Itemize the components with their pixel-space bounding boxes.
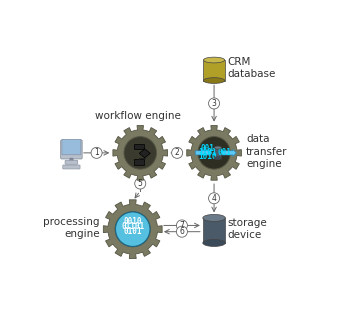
Ellipse shape [203,240,225,246]
Polygon shape [203,60,225,81]
Polygon shape [134,159,144,165]
Text: 0010: 0010 [123,217,142,226]
Text: 0101: 0101 [123,227,142,236]
Circle shape [115,212,150,247]
Text: 1101: 1101 [198,148,216,157]
Circle shape [176,220,187,231]
Circle shape [135,178,146,189]
Circle shape [209,193,220,204]
FancyBboxPatch shape [65,160,78,164]
FancyBboxPatch shape [61,140,82,159]
Polygon shape [214,148,221,158]
Ellipse shape [214,146,221,149]
Text: 4: 4 [212,194,216,203]
Text: workflow engine: workflow engine [95,111,181,121]
Ellipse shape [203,214,225,221]
FancyBboxPatch shape [62,139,81,155]
Circle shape [91,147,102,158]
Circle shape [198,136,230,169]
Text: 2: 2 [175,149,180,157]
Polygon shape [195,150,212,156]
Text: 1: 1 [94,149,99,157]
Ellipse shape [214,157,221,160]
Polygon shape [134,144,144,150]
Text: 3: 3 [212,99,216,108]
Text: storage
device: storage device [228,218,267,240]
Text: 7: 7 [180,221,184,230]
Text: data
transfer
engine: data transfer engine [246,134,288,169]
Text: 01101: 01101 [121,222,144,231]
Polygon shape [203,218,225,243]
Text: 1010: 1010 [198,152,216,161]
Text: 5: 5 [138,179,143,188]
Polygon shape [219,150,236,156]
Ellipse shape [203,78,225,84]
Circle shape [172,147,183,158]
Circle shape [124,136,157,169]
Circle shape [116,212,150,246]
Text: 001: 001 [200,144,214,153]
Polygon shape [103,200,162,259]
Circle shape [209,98,220,109]
Circle shape [176,226,187,237]
Text: 6: 6 [180,227,184,236]
Polygon shape [139,149,150,158]
Ellipse shape [203,57,225,63]
FancyBboxPatch shape [63,165,80,169]
Polygon shape [187,125,241,180]
Text: CRM
database: CRM database [227,57,275,79]
Polygon shape [113,125,168,180]
Polygon shape [69,158,74,162]
Text: processing
engine: processing engine [43,217,100,239]
Text: 001: 001 [218,149,232,157]
